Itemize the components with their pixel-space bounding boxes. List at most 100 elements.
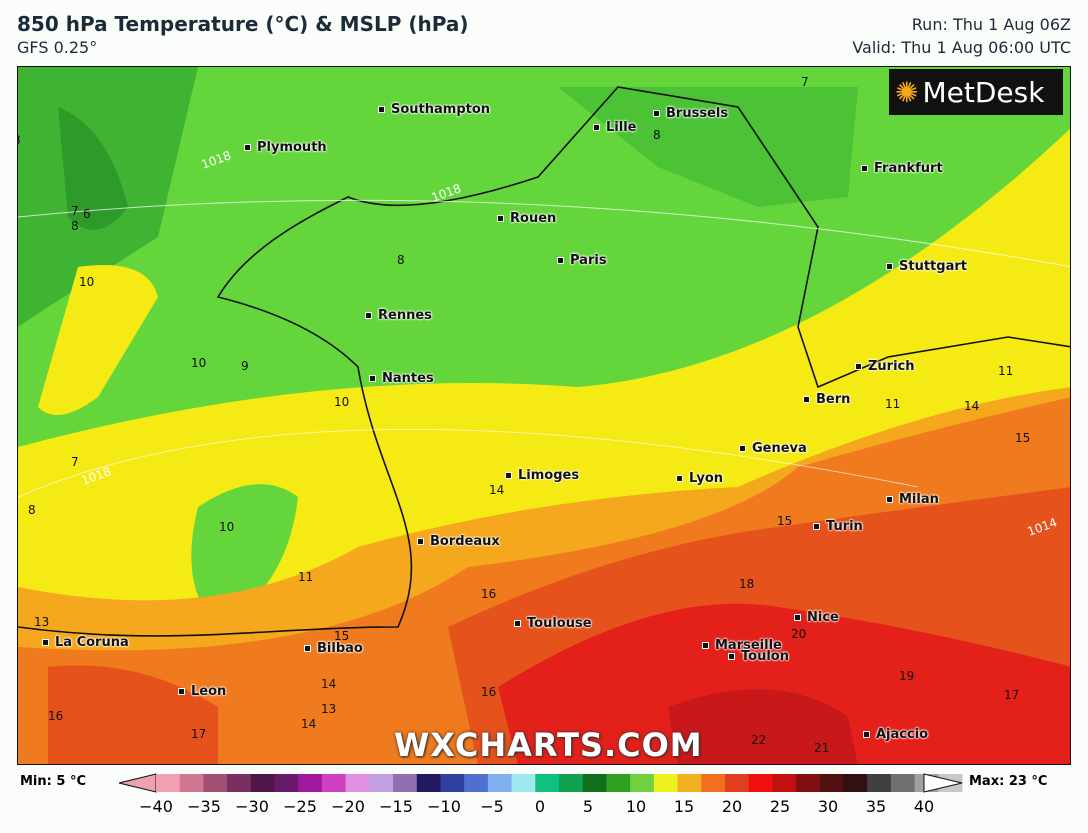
contour-label: 7 — [801, 75, 809, 89]
colorbar-tick-label: −5 — [480, 797, 504, 816]
contour-label: 10 — [334, 395, 350, 409]
colorbar-segment — [416, 774, 441, 792]
contour-label: 16 — [481, 587, 497, 601]
city-label: Leon — [178, 684, 226, 699]
contour-label: 20 — [791, 627, 807, 641]
city-label: Toulon — [728, 649, 789, 664]
colorbar-segment — [677, 774, 702, 792]
contour-label: 8 — [653, 128, 661, 142]
colorbar-segment — [321, 774, 347, 792]
temperature-map: Southampton Plymouth Lille Brussels Frankfur… — [17, 66, 1071, 765]
contour-label: 11 — [998, 364, 1014, 378]
contour-label: 8 — [71, 219, 79, 233]
colorbar-segment — [440, 774, 465, 792]
colorbar-segment — [511, 774, 536, 792]
model-name: GFS 0.25° — [17, 38, 98, 57]
colorbar-segment — [843, 774, 868, 792]
city-label: Bern — [803, 392, 850, 407]
contour-label: 14 — [301, 717, 317, 731]
contour-label: 8 — [28, 503, 36, 517]
city-label: Zurich — [855, 359, 915, 374]
colorbar-tick-label: 5 — [582, 797, 594, 816]
city-label: Brussels — [653, 106, 728, 121]
contour-label: 14 — [321, 677, 337, 691]
contour-label: 10 — [191, 356, 207, 370]
colorbar-segment — [203, 774, 228, 792]
colorbar-segment — [867, 774, 892, 792]
contour-label: 6 — [83, 207, 91, 221]
colorbar-segment — [250, 774, 276, 792]
colorbar-segment — [345, 774, 370, 792]
contour-label: 10 — [79, 275, 95, 289]
colorbar-segment — [274, 774, 299, 792]
colorbar-segment — [724, 774, 750, 792]
city-label: Nantes — [369, 371, 434, 386]
city-label: Turin — [813, 519, 863, 534]
contour-label: 16 — [48, 709, 64, 723]
city-label: Limoges — [505, 468, 579, 483]
colorbar-segment — [179, 774, 204, 792]
map-fill — [18, 67, 1070, 764]
city-label: Plymouth — [244, 140, 327, 155]
contour-label: 10 — [219, 520, 235, 534]
contour-label: 11 — [298, 570, 314, 584]
colorbar-segment — [393, 774, 418, 792]
contour-label: 16 — [481, 685, 497, 699]
colorbar-segment — [559, 774, 584, 792]
contour-label: 19 — [899, 669, 915, 683]
city-label: La Coruna — [42, 635, 129, 650]
colorbar-tick-label: 20 — [721, 797, 743, 816]
city-label: Toulouse — [514, 616, 592, 631]
colorbar-segment — [298, 774, 323, 792]
contour-label: 8 — [397, 253, 405, 267]
city-label: Lyon — [676, 471, 723, 486]
logo-text: MetDesk — [922, 75, 1045, 109]
colorbar-tick-label: 35 — [865, 797, 887, 816]
metdesk-logo: ✺ MetDesk — [889, 69, 1063, 115]
contour-label: 7 — [71, 455, 79, 469]
colorbar-max-arrow — [923, 773, 963, 793]
contour-label: 15 — [1015, 431, 1031, 445]
contour-label: 13 — [34, 615, 50, 629]
contour-label: 17 — [191, 727, 207, 741]
colorbar-tick-label: −15 — [379, 797, 413, 816]
city-label: Rouen — [497, 211, 556, 226]
contour-label: 21 — [814, 741, 830, 755]
city-label: Paris — [557, 253, 607, 268]
colorbar-segment — [701, 774, 726, 792]
colorbar-segment — [796, 774, 821, 792]
contour-label: 18 — [739, 577, 755, 591]
chart-title: 850 hPa Temperature (°C) & MSLP (hPa) — [17, 12, 469, 36]
city-label: Southampton — [378, 102, 490, 117]
colorbar-tick-label: 0 — [534, 797, 546, 816]
colorbar-segment — [819, 774, 844, 792]
color-scale-bar — [118, 773, 963, 793]
logo-icon: ✺ — [895, 75, 919, 109]
contour-label: 9 — [241, 359, 249, 373]
colorbar-tick-label: 25 — [769, 797, 791, 816]
colorbar-tick-label: −25 — [283, 797, 317, 816]
colorbar-segment — [630, 774, 655, 792]
colorbar-tick-label: −40 — [139, 797, 173, 816]
city-label: Rennes — [365, 308, 432, 323]
colorbar-min-arrow — [118, 773, 157, 793]
contour-label: 15 — [777, 514, 793, 528]
city-label: Nice — [794, 610, 839, 625]
min-value: Min: 5 °C — [20, 774, 86, 789]
contour-label: 14 — [964, 399, 980, 413]
contour-label: 11 — [885, 397, 901, 411]
contour-label: 8 — [18, 133, 21, 147]
colorbar-tick-label: −35 — [187, 797, 221, 816]
colorbar-segment — [464, 774, 489, 792]
colorbar-tick-label: −20 — [331, 797, 365, 816]
colorbar-segment — [156, 774, 181, 792]
colorbar-segment — [653, 774, 679, 792]
city-label: Frankfurt — [861, 161, 943, 176]
colorbar-tick-label: 40 — [913, 797, 935, 816]
colorbar-tick-label: 10 — [625, 797, 647, 816]
watermark: WXCHARTS.COM — [394, 726, 703, 764]
colorbar-tick-label: 15 — [673, 797, 695, 816]
colorbar-segment — [487, 774, 513, 792]
colorbar-tick-label: −10 — [427, 797, 461, 816]
contour-label: 22 — [751, 733, 767, 747]
